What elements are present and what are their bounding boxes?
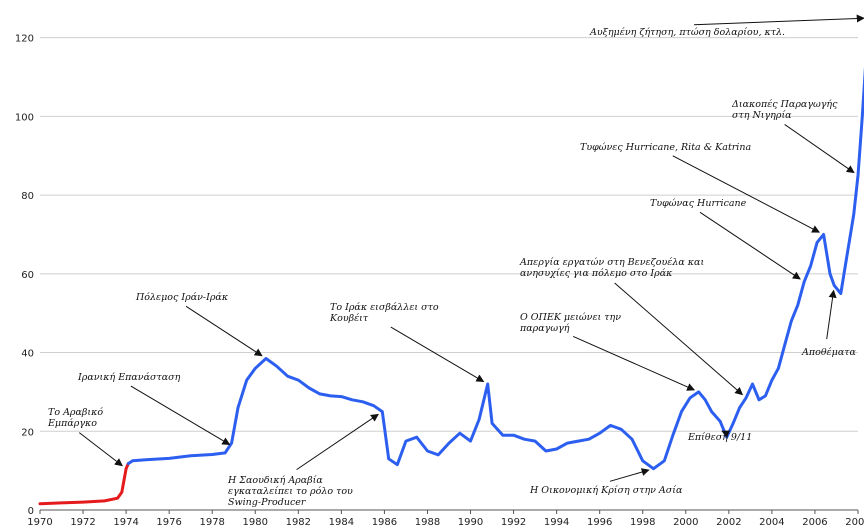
series-line-0	[38, 462, 130, 506]
annotation-label-line: Ο ΟΠΕΚ μειώνει την	[520, 312, 621, 323]
annotation-arrow	[572, 335, 696, 391]
x-tick-label: 1976	[156, 517, 181, 528]
annotation-arrow	[784, 124, 855, 174]
annotation-label-line: στη Νιγηρία	[732, 110, 792, 121]
annotation-label-line: Εμπάργκο	[47, 418, 97, 429]
annotation-arrow	[826, 289, 837, 340]
annotation-arrow	[296, 413, 379, 471]
x-tick-label: 1992	[501, 517, 526, 528]
annotation-label: Πόλεμος Ιράν-Ιράκ	[135, 292, 229, 303]
x-tick-label: 1980	[243, 517, 268, 528]
y-tick-label: 20	[21, 427, 34, 438]
annotation-label: Η Σαουδική Αραβία εγκαταλείπει το ρόλο το…	[227, 475, 353, 508]
x-tick-label: 1996	[587, 517, 612, 528]
y-tick-label: 0	[28, 506, 34, 517]
annotation-label-line: Πόλεμος Ιράν-Ιράκ	[135, 292, 229, 303]
annotation-label: Διακοπές Παραγωγής στη Νιγηρία	[731, 99, 838, 121]
annotation-label-line: Αυξημένη ζήτηση, πτώση δολαρίου, κτλ.	[589, 27, 785, 38]
y-tick-label: 120	[15, 34, 34, 45]
annotation-label-line: παραγωγή	[519, 323, 570, 334]
annotation-label: Το Ιράκ εισβάλλει στο Κουβέιτ	[329, 302, 439, 324]
annotation-label-line: Η Σαουδική Αραβία	[227, 475, 323, 486]
annotation-arrow	[609, 468, 650, 482]
annotation-label-line: Ιρανική Επανάσταση	[77, 372, 181, 383]
annotation-label-line: Κουβέιτ	[329, 313, 369, 324]
annotation-label: Ο ΟΠΕΚ μειώνει την παραγωγή	[519, 312, 621, 334]
annotation-label: Η Οικονομική Κρίση στην Ασία	[529, 485, 683, 496]
annotation-label-line: Διακοπές Παραγωγής	[731, 99, 838, 110]
annotation-label-line: ανησυχίες για πόλεμο στο Ιράκ	[520, 268, 673, 279]
x-tick-label: 1990	[458, 517, 483, 528]
series-line-1	[126, 66, 864, 471]
annotation-label: Ιρανική Επανάσταση	[77, 372, 181, 383]
annotation-label-line: Η Οικονομική Κρίση στην Ασία	[529, 485, 683, 496]
annotation-label-line: Swing-Producer	[228, 497, 307, 508]
annotation-arrow	[130, 385, 231, 445]
x-tick-label: 1978	[199, 517, 224, 528]
annotation-label: Τυφώνες Hurricane, Rita & Katrina	[580, 142, 751, 153]
annotation-arrow	[78, 432, 123, 467]
y-tick-label: 100	[15, 112, 34, 123]
annotation-arrow	[185, 305, 263, 357]
x-tick-label: 2004	[759, 517, 784, 528]
x-tick-label: 2006	[802, 517, 827, 528]
x-tick-label: 1972	[70, 517, 95, 528]
annotation-label-line: Τυφώνες Hurricane, Rita & Katrina	[580, 142, 751, 153]
annotation-label: Απεργία εργατών στη Βενεζουέλα και ανησυχ…	[519, 257, 704, 279]
x-tick-label: 1998	[630, 517, 655, 528]
x-tick-label: 1994	[544, 517, 569, 528]
annotation-label-line: Το Ιράκ εισβάλλει στο	[330, 302, 439, 313]
annotation-arrow	[699, 211, 801, 280]
annotation-arrow	[614, 282, 744, 396]
x-tick-label: 1988	[415, 517, 440, 528]
annotation-label-line: Επίθεση 9/11	[687, 432, 752, 443]
x-tick-label: 1986	[372, 517, 397, 528]
annotation-label-line: εγκαταλείπει το ρόλο του	[228, 486, 353, 497]
annotation-label-line: Τυφώνας Hurricane	[650, 198, 747, 209]
annotation-label: Το Αραβικό Εμπάργκο	[47, 407, 103, 429]
annotation-label: Αποθέματα	[801, 347, 856, 358]
y-tick-label: 60	[21, 270, 34, 281]
y-tick-label: 80	[21, 191, 34, 202]
annotation-label-line: Αποθέματα	[801, 347, 856, 358]
x-tick-label: 1974	[113, 517, 138, 528]
x-tick-label: 2002	[716, 517, 741, 528]
x-tick-label: 2008	[845, 517, 864, 528]
x-tick-label: 1984	[329, 517, 354, 528]
annotation-label-line: Το Αραβικό	[48, 407, 103, 418]
annotation-arrow	[694, 14, 864, 26]
annotation-label-line: Απεργία εργατών στη Βενεζουέλα και	[519, 257, 704, 268]
annotation-arrow	[390, 326, 485, 383]
annotation-arrow	[672, 155, 821, 233]
y-tick-label: 40	[21, 349, 34, 360]
annotation-label: Τυφώνας Hurricane	[650, 198, 747, 209]
annotation-label: Επίθεση 9/11	[687, 432, 752, 443]
x-tick-label: 1970	[27, 517, 52, 528]
annotation-label: Αυξημένη ζήτηση, πτώση δολαρίου, κτλ.	[589, 27, 785, 38]
annotation-arrow	[721, 430, 731, 438]
x-tick-label: 2000	[673, 517, 698, 528]
x-tick-label: 1982	[286, 517, 311, 528]
